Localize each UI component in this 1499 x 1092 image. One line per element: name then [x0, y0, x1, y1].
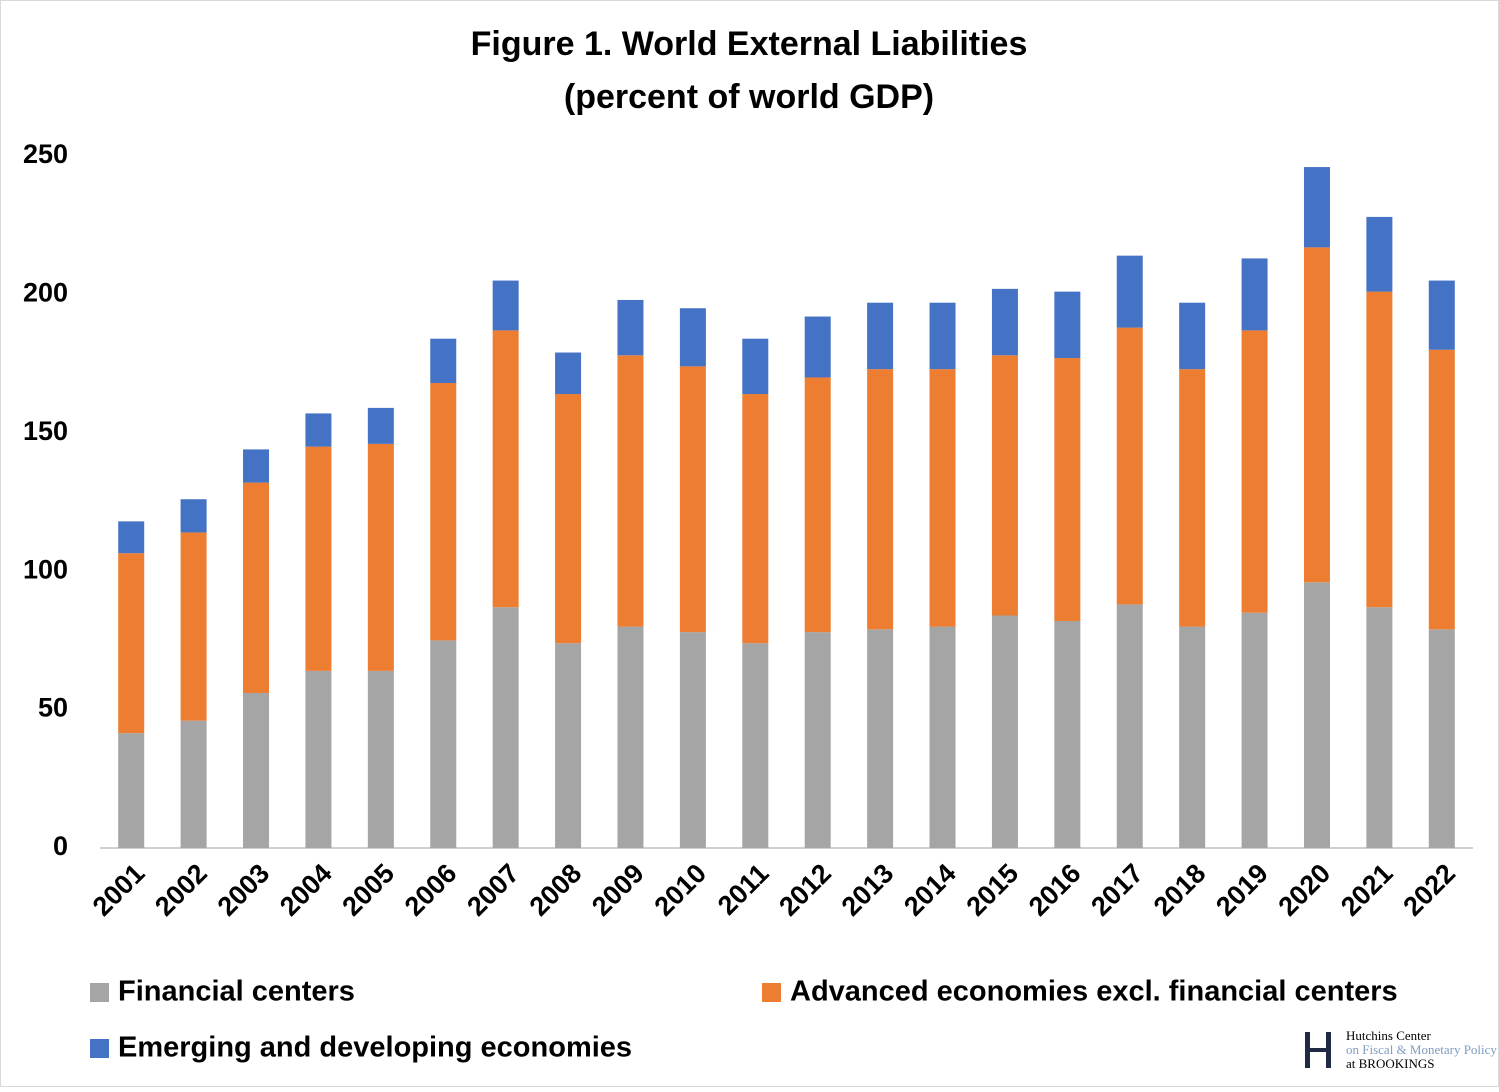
- chart-title: Figure 1. World External Liabilities: [471, 25, 1028, 63]
- chart-subtitle: (percent of world GDP): [564, 78, 934, 116]
- bar-segment: [804, 632, 831, 848]
- bar-segment: [1116, 604, 1143, 848]
- bar-segment: [180, 532, 207, 721]
- bar-segment: [492, 607, 519, 848]
- bar-segment: [1054, 621, 1081, 848]
- bar-segment: [118, 733, 145, 848]
- bar-segment: [1303, 167, 1330, 248]
- legend-label: Emerging and developing economies: [118, 1032, 632, 1064]
- bar-segment: [867, 629, 894, 848]
- bar-segment: [867, 369, 894, 630]
- bar-segment: [243, 692, 270, 848]
- bar-segment: [492, 330, 519, 608]
- bar-segment: [929, 626, 956, 848]
- logo-icon: [1310, 1048, 1326, 1052]
- bar-segment: [555, 643, 582, 848]
- logo-text: at BROOKINGS: [1346, 1056, 1434, 1071]
- bar-segment: [617, 355, 644, 627]
- logo-text: on Fiscal & Monetary Policy: [1346, 1042, 1497, 1057]
- y-tick-label: 50: [38, 693, 68, 723]
- y-tick-label: 100: [23, 554, 68, 584]
- bar-segment: [742, 643, 769, 848]
- bar-segment: [679, 366, 706, 633]
- bar-segment: [180, 720, 207, 848]
- bar-segment: [1179, 369, 1206, 627]
- bar-segment: [1116, 327, 1143, 605]
- bar-segment: [430, 338, 457, 383]
- bar-segment: [991, 355, 1018, 616]
- bar-segment: [1179, 626, 1206, 848]
- legend-swatch: [762, 983, 781, 1002]
- bar-segment: [679, 632, 706, 848]
- logo: Hutchins Center on Fiscal & Monetary Pol…: [1305, 1028, 1497, 1071]
- bar-segment: [243, 482, 270, 693]
- bar-segment: [1366, 607, 1393, 848]
- bar-segment: [1428, 349, 1455, 630]
- bar-segment: [1428, 280, 1455, 350]
- bar-segment: [367, 670, 394, 848]
- bar-segment: [617, 626, 644, 848]
- bar-segment: [1241, 258, 1268, 331]
- bar-segment: [1428, 629, 1455, 848]
- bar-segment: [679, 308, 706, 367]
- bar-segment: [1116, 255, 1143, 328]
- bar-segment: [804, 377, 831, 633]
- bar-segment: [555, 352, 582, 395]
- bar-segment: [1366, 291, 1393, 608]
- bar-segment: [1303, 247, 1330, 583]
- bar-segment: [1054, 291, 1081, 359]
- bar-segment: [305, 446, 332, 671]
- bar-segment: [305, 413, 332, 447]
- bar-segment: [1179, 302, 1206, 370]
- legend-label: Advanced economies excl. financial cente…: [790, 976, 1398, 1008]
- logo-text: Hutchins Center: [1346, 1028, 1432, 1043]
- bar-segment: [1366, 216, 1393, 292]
- y-tick-label: 250: [23, 139, 68, 169]
- bar-segment: [991, 615, 1018, 848]
- bar-segment: [991, 288, 1018, 356]
- bar-segment: [867, 302, 894, 370]
- bar-segment: [617, 299, 644, 356]
- bar-segment: [1303, 582, 1330, 848]
- bar-segment: [430, 382, 457, 641]
- bar-segment: [929, 302, 956, 370]
- bar-segment: [118, 553, 145, 734]
- y-tick-label: 0: [53, 831, 68, 861]
- bar-segment: [1241, 330, 1268, 613]
- y-tick-label: 200: [23, 278, 68, 308]
- bar-segment: [118, 521, 145, 554]
- bar-segment: [742, 338, 769, 395]
- bar-segment: [243, 449, 270, 483]
- bar-segment: [1241, 612, 1268, 848]
- bar-segment: [367, 443, 394, 671]
- bar-segment: [929, 369, 956, 627]
- legend-swatch: [90, 1039, 109, 1058]
- legend-swatch: [90, 983, 109, 1002]
- bar-segment: [555, 394, 582, 644]
- bar-segment: [305, 670, 332, 848]
- bar-segment: [804, 316, 831, 378]
- bar-segment: [742, 394, 769, 644]
- logo-icon: [1326, 1032, 1331, 1068]
- logo-icon: [1305, 1032, 1310, 1068]
- bar-segment: [1054, 358, 1081, 622]
- y-tick-label: 150: [23, 416, 68, 446]
- bar-segment: [492, 280, 519, 331]
- bar-segment: [367, 407, 394, 444]
- bar-segment: [180, 499, 207, 533]
- legend-label: Financial centers: [118, 976, 355, 1008]
- bar-segment: [430, 640, 457, 848]
